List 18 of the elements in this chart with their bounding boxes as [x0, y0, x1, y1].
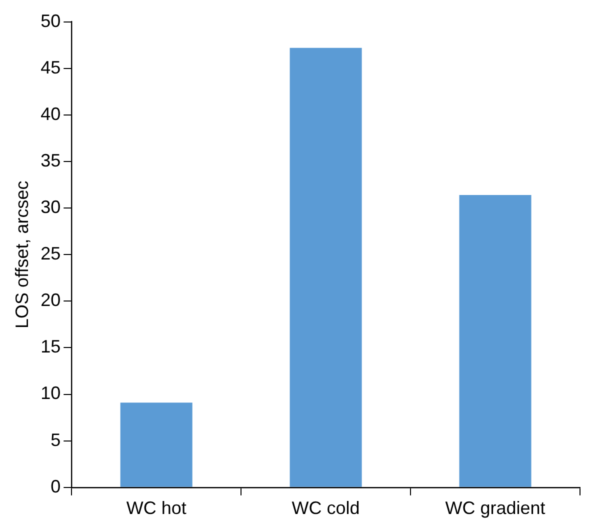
- y-tick-label: 0: [50, 476, 61, 496]
- y-tick-label: 35: [40, 150, 61, 170]
- x-tick-label: WC hot: [126, 498, 186, 518]
- y-tick-label: 15: [40, 336, 61, 357]
- bar: [290, 48, 362, 487]
- y-tick-label: 40: [40, 104, 61, 124]
- y-tick-label: 10: [40, 383, 61, 404]
- y-tick-label: 5: [50, 430, 61, 450]
- y-tick-label: 45: [40, 57, 61, 78]
- bar: [120, 402, 192, 487]
- y-axis-title: LOS offset, arcsec: [12, 180, 32, 328]
- x-tick-label: WC gradient: [445, 498, 546, 518]
- y-tick-label: 20: [40, 290, 61, 310]
- y-tick-label: 25: [40, 244, 61, 264]
- x-tick-label: WC cold: [292, 498, 360, 518]
- y-tick-label: 50: [40, 10, 61, 31]
- bar: [459, 195, 532, 487]
- y-tick-label: 30: [40, 197, 61, 218]
